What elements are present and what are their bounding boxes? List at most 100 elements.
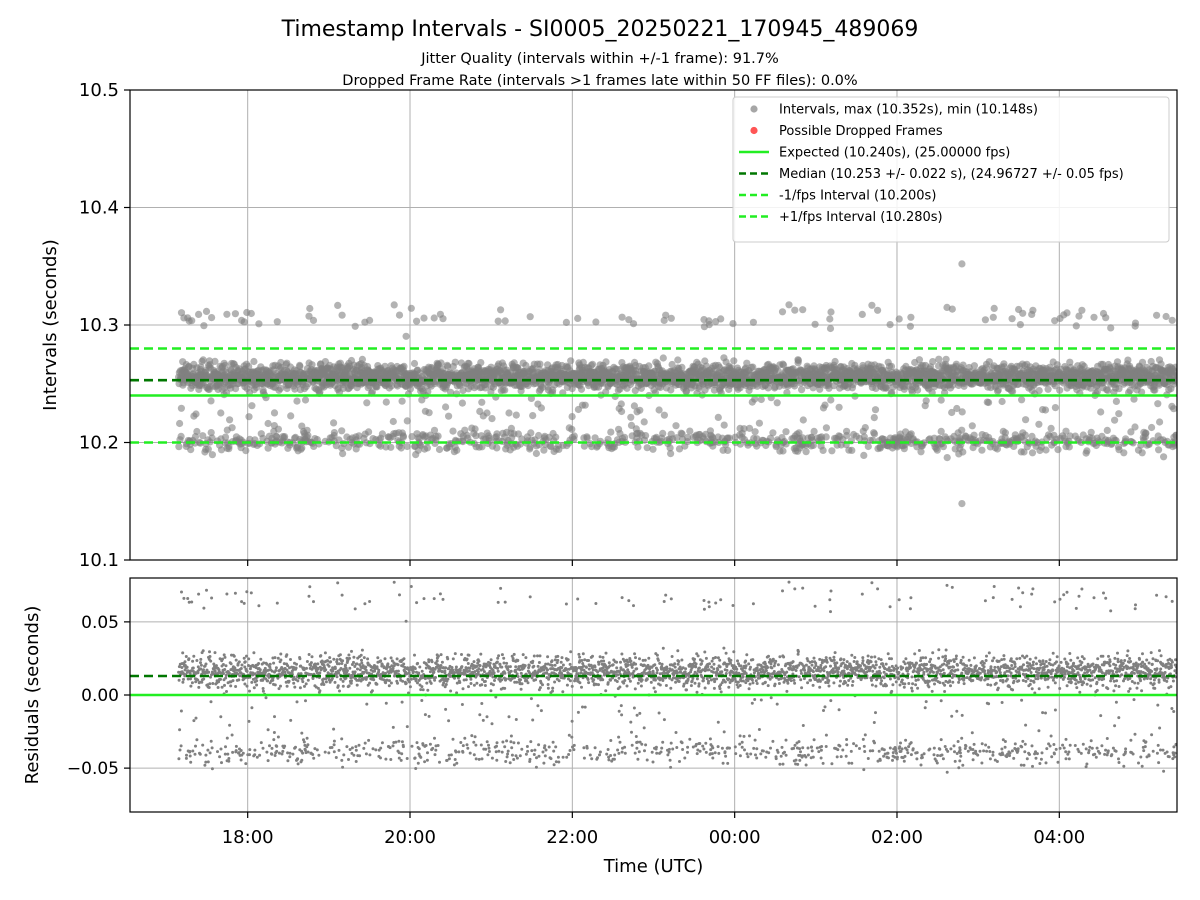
data-point [224, 745, 227, 749]
data-point [184, 756, 188, 760]
data-point [340, 737, 344, 741]
data-point [261, 687, 265, 690]
data-point [959, 361, 967, 369]
data-point [370, 689, 374, 693]
data-point [196, 678, 200, 682]
data-point [337, 662, 341, 666]
data-point [494, 317, 502, 325]
data-point [705, 321, 713, 329]
data-point [907, 313, 915, 321]
data-point [304, 682, 308, 686]
data-point [234, 658, 238, 662]
data-point [674, 356, 682, 364]
data-point [959, 448, 967, 456]
data-point [478, 443, 486, 451]
data-point [1162, 312, 1170, 321]
data-point [323, 750, 327, 754]
data-point [358, 355, 366, 363]
data-point [352, 660, 355, 664]
data-point [363, 399, 371, 407]
data-point [330, 677, 334, 680]
data-point [1062, 427, 1070, 435]
data-point [225, 442, 233, 451]
data-point [296, 362, 304, 370]
data-point [642, 432, 650, 440]
data-point [268, 665, 272, 669]
data-point [223, 683, 226, 687]
data-point [285, 668, 289, 672]
data-point [304, 699, 307, 703]
data-point [527, 429, 535, 437]
data-point [344, 663, 347, 667]
data-point [192, 719, 196, 723]
data-point [340, 662, 344, 665]
data-point [1156, 418, 1164, 426]
data-point [191, 749, 195, 753]
data-point [187, 657, 191, 661]
data-point [324, 680, 328, 684]
data-point [259, 657, 263, 661]
data-point [387, 443, 395, 451]
data-point [248, 753, 251, 757]
data-point [245, 684, 249, 688]
data-point [309, 661, 313, 665]
data-point [224, 664, 228, 668]
data-point [821, 401, 829, 409]
data-point [209, 700, 213, 704]
data-point [226, 416, 234, 424]
data-point [276, 656, 280, 660]
data-point [1103, 426, 1111, 434]
data-point [287, 679, 291, 683]
data-point [779, 447, 787, 455]
data-point [295, 700, 299, 704]
data-point [234, 744, 238, 748]
data-point [493, 430, 501, 438]
data-point [791, 382, 799, 390]
data-point [318, 671, 322, 675]
data-point [362, 656, 366, 660]
data-point [757, 395, 765, 404]
data-point [248, 402, 256, 410]
data-point [197, 685, 201, 689]
data-point [178, 748, 182, 752]
data-point [258, 753, 262, 757]
data-point [618, 313, 626, 321]
data-point [848, 446, 856, 454]
data-point [1019, 309, 1027, 317]
data-point [273, 656, 277, 660]
data-point [217, 409, 225, 417]
data-point [567, 357, 575, 365]
data-point [636, 406, 644, 414]
data-point [390, 301, 398, 309]
data-point [667, 386, 675, 394]
data-point [970, 431, 978, 439]
data-point [970, 362, 979, 370]
data-point [273, 318, 281, 326]
data-point [399, 433, 407, 441]
data-point [398, 397, 406, 405]
data-point [209, 739, 213, 743]
data-point [333, 667, 337, 670]
data-point [228, 424, 236, 432]
data-point [204, 760, 208, 764]
data-point [227, 759, 231, 763]
data-point [317, 753, 321, 757]
data-point [827, 396, 835, 404]
data-point [353, 607, 357, 611]
data-point [293, 685, 297, 689]
data-point [313, 662, 317, 666]
data-point [725, 434, 734, 442]
data-point [197, 592, 201, 596]
data-point [810, 427, 818, 435]
data-point [276, 676, 280, 680]
data-point [298, 657, 302, 661]
data-point [292, 681, 296, 685]
data-point [568, 413, 576, 421]
data-point [301, 751, 305, 755]
data-point [667, 450, 675, 458]
data-point [990, 304, 998, 312]
data-point [253, 748, 257, 752]
data-point [350, 649, 353, 653]
data-point [1111, 416, 1119, 424]
chart-subtitle-jitter: Jitter Quality (intervals within +/-1 fr… [420, 51, 779, 67]
